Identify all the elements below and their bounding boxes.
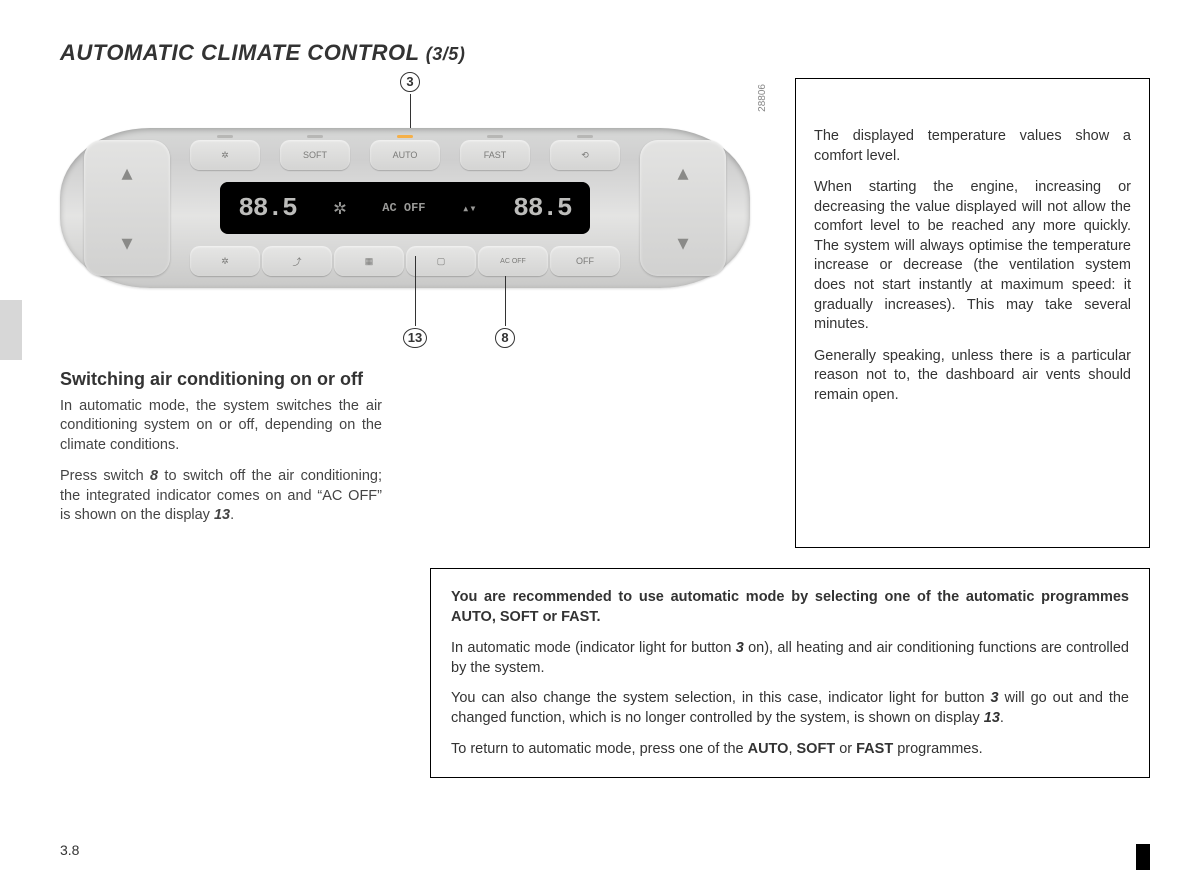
- top-button-row: ✲ SOFT AUTO FAST ⟲: [190, 140, 620, 170]
- soft-button[interactable]: SOFT: [280, 140, 350, 170]
- chevron-up-icon: ▴: [677, 160, 688, 186]
- display-fan-icon: ✲: [333, 195, 345, 221]
- title-main: AUTOMATIC CLIMATE CONTROL: [60, 40, 419, 65]
- fast-button[interactable]: FAST: [460, 140, 530, 170]
- temp-left-rocker[interactable]: ▴ ▾: [84, 140, 170, 276]
- page-title: AUTOMATIC CLIMATE CONTROL (3/5): [60, 40, 1150, 66]
- bottom-button-row: ✲ ⤴ ▦ ▢ AC OFF OFF: [190, 246, 620, 276]
- leader-8: [505, 276, 506, 326]
- left-paragraph-1: In automatic mode, the system switches t…: [60, 397, 382, 456]
- display-arrows-icon: ▴▾: [462, 201, 476, 216]
- callout-bubble-8: 8: [495, 328, 515, 348]
- left-heading: Switching air conditioning on or off: [60, 368, 382, 391]
- callout-13: 13: [403, 328, 427, 348]
- display-right-temp: 88.5: [513, 193, 571, 223]
- chevron-down-icon: ▾: [677, 230, 688, 256]
- temp-right-rocker[interactable]: ▴ ▾: [640, 140, 726, 276]
- callout-bubble-3: 3: [400, 72, 420, 92]
- auto-button[interactable]: AUTO: [370, 140, 440, 170]
- callout-3: 3: [400, 72, 420, 92]
- callout-8: 8: [495, 328, 515, 348]
- fan-button[interactable]: ✲: [190, 140, 260, 170]
- figure: 28806 3 ▴ ▾ ▴ ▾ ✲ SOFT AUTO FAST ⟲: [60, 78, 760, 298]
- right-paragraph-3: Generally speaking, unless there is a pa…: [814, 347, 1131, 406]
- page-number: 3.8: [60, 842, 79, 858]
- chevron-down-icon: ▾: [121, 230, 132, 256]
- bottom-recommendation-box: You are recommended to use automatic mod…: [430, 568, 1150, 778]
- right-paragraph-1: The displayed temperature values show a …: [814, 127, 1131, 166]
- bottom-paragraph-3: You can also change the system selection…: [451, 688, 1129, 729]
- climate-panel: ▴ ▾ ▴ ▾ ✲ SOFT AUTO FAST ⟲ 88.5 ✲ AC OFF…: [60, 118, 750, 298]
- rear-defrost-button[interactable]: ▢: [406, 246, 476, 276]
- title-sub: (3/5): [426, 44, 466, 64]
- page-edge-tab: [0, 300, 22, 360]
- display-left-temp: 88.5: [238, 193, 296, 223]
- bottom-btn-2[interactable]: ⤴: [262, 246, 332, 276]
- figure-code: 28806: [757, 84, 768, 112]
- off-button[interactable]: OFF: [550, 246, 620, 276]
- bottom-paragraph-4: To return to automatic mode, press one o…: [451, 739, 1129, 759]
- bottom-paragraph-2: In automatic mode (indicator light for b…: [451, 638, 1129, 679]
- bottom-btn-1[interactable]: ✲: [190, 246, 260, 276]
- left-paragraph-2: Press switch 8 to switch off the air con…: [60, 467, 382, 526]
- chevron-up-icon: ▴: [121, 160, 132, 186]
- right-paragraph-2: When starting the engine, increasing or …: [814, 178, 1131, 335]
- right-info-box: The displayed temperature values show a …: [795, 78, 1150, 548]
- left-column: Switching air conditioning on or off In …: [60, 368, 382, 538]
- display-ac-off: AC OFF: [382, 201, 425, 215]
- ac-off-button[interactable]: AC OFF: [478, 246, 548, 276]
- defrost-max-button[interactable]: ▦: [334, 246, 404, 276]
- lcd-display: 88.5 ✲ AC OFF ▴▾ 88.5: [220, 182, 590, 234]
- recirc-button[interactable]: ⟲: [550, 140, 620, 170]
- corner-mark: [1136, 844, 1150, 870]
- callout-bubble-13: 13: [403, 328, 427, 348]
- leader-13: [415, 256, 416, 326]
- bottom-paragraph-1: You are recommended to use automatic mod…: [451, 587, 1129, 628]
